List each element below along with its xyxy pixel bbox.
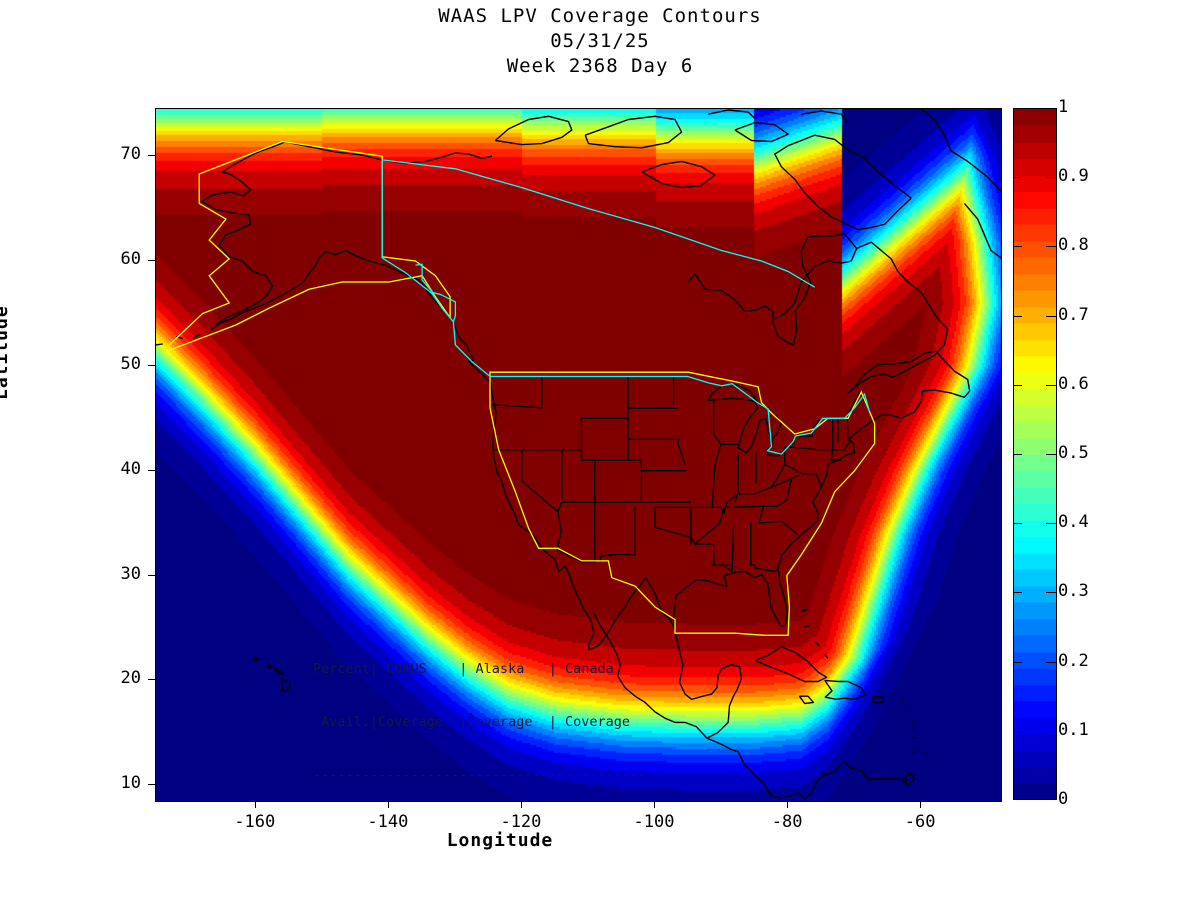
x-tick-mark (654, 801, 656, 808)
y-tick-label-20: 20 (120, 668, 141, 689)
y-tick-mark (148, 679, 155, 681)
x-axis-title: Longitude (446, 830, 554, 851)
y-tick-mark (148, 364, 155, 366)
y-tick-label-50: 50 (120, 353, 141, 374)
y-tick-mark (148, 469, 155, 471)
stats-header-row-1: Percent| CONUS | Alaska | Canada (313, 660, 614, 677)
colorbar-tick-label-0-3: 0.3 (1058, 581, 1089, 602)
y-tick-label-70: 70 (120, 144, 141, 165)
y-tick-mark (148, 784, 155, 786)
colorbar-tick-label-0-4: 0.4 (1058, 512, 1089, 533)
y-tick-mark (148, 260, 155, 262)
y-tick-mark (148, 155, 155, 157)
colorbar-tick-mark-inner (1013, 730, 1022, 732)
colorbar-tick-label-0-5: 0.5 (1058, 443, 1089, 463)
colorbar-tick-label-0-2: 0.2 (1058, 650, 1089, 671)
colorbar-tick-mark-inner (1013, 523, 1022, 525)
colorbar-tick-mark-inner (1013, 246, 1022, 248)
coverage-heatmap-canvas (156, 109, 1001, 801)
colorbar-tick-mark (1046, 454, 1056, 455)
colorbar-tick-label-0: 0 (1058, 789, 1069, 809)
title-line-2: 05/31/25 (550, 30, 650, 52)
x-tick-label--140: -140 (367, 812, 409, 832)
colorbar-tick-mark-inner (1013, 315, 1022, 317)
colorbar-tick-label-0-7: 0.7 (1058, 304, 1089, 325)
colorbar-tick-mark-inner (1013, 661, 1022, 663)
x-tick-label--160: -160 (234, 812, 276, 832)
colorbar-tick-label-0-1: 0.1 (1058, 719, 1089, 740)
y-tick-label-40: 40 (120, 458, 141, 479)
colorbar-tick-mark (1046, 384, 1056, 386)
x-tick-label--120: -120 (500, 812, 542, 832)
x-tick-mark (254, 801, 256, 808)
stats-divider: ----------------------------------------… (313, 767, 647, 784)
colorbar-tick-mark (1046, 661, 1056, 663)
title-line-3: Week 2368 Day 6 (506, 55, 694, 77)
colorbar-tick-mark (1046, 246, 1056, 248)
coverage-map-plot: Percent| CONUS | Alaska | Canada Avail.|… (155, 108, 1002, 802)
colorbar-tick-label-1: 1 (1058, 97, 1069, 117)
colorbar-tick-mark-inner (1013, 454, 1022, 455)
x-tick-mark (920, 801, 922, 808)
colorbar-tick-mark (1046, 592, 1056, 594)
colorbar-tick-mark (1046, 315, 1056, 317)
colorbar-tick-label-0-6: 0.6 (1058, 373, 1089, 394)
state-borders-group (491, 375, 870, 573)
colorbar-tick-mark (1046, 730, 1056, 732)
y-tick-label-60: 60 (120, 249, 141, 270)
stats-header-row-2: Avail.|Coverage |Coverage | Coverage (313, 713, 630, 730)
y-tick-label-10: 10 (120, 773, 141, 794)
x-tick-mark (787, 801, 789, 808)
map-overlay-svg (156, 109, 1001, 800)
colorbar-tick-mark-inner (1013, 384, 1022, 386)
y-tick-label-30: 30 (120, 563, 141, 584)
title-line-1: WAAS LPV Coverage Contours (438, 5, 762, 27)
plot-inner (156, 109, 1001, 801)
colorbar-tick-mark-inner (1013, 177, 1022, 179)
colorbar-tick-mark-inner (1013, 592, 1022, 594)
coverage-polygons-group (168, 140, 876, 636)
statistics-table: Percent| CONUS | Alaska | Canada Avail.|… (313, 625, 647, 801)
colorbar-tick-mark (1046, 177, 1056, 179)
colorbar-tick-label-0-8: 0.8 (1058, 235, 1089, 256)
x-tick-label--80: -80 (771, 812, 803, 832)
y-tick-mark (148, 574, 155, 576)
x-tick-mark (520, 801, 522, 808)
x-tick-label--60: -60 (904, 812, 936, 832)
colorbar-tick-mark (1046, 523, 1056, 525)
canada-border-group (381, 159, 870, 455)
y-axis-title: Latitude (0, 305, 12, 400)
x-tick-label--100: -100 (633, 812, 675, 832)
chart-title-block: WAAS LPV Coverage Contours 05/31/25 Week… (0, 4, 1200, 79)
colorbar-tick-label-0-9: 0.9 (1058, 166, 1089, 187)
x-tick-mark (387, 801, 389, 808)
